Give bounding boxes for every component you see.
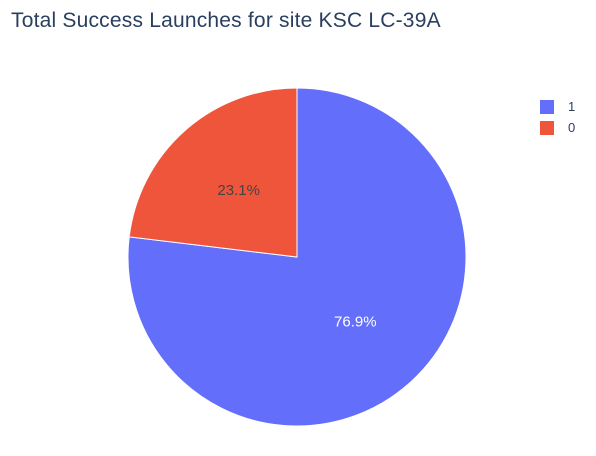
pie-slices (127, 87, 467, 427)
chart-title: Total Success Launches for site KSC LC-3… (11, 9, 441, 32)
legend-item-1[interactable]: 1 (540, 97, 575, 116)
legend-label-0: 0 (568, 120, 576, 135)
legend-swatch-0 (540, 120, 554, 135)
pie-slice-0[interactable] (128, 87, 298, 258)
pie-slice-label-1: 76.9% (334, 314, 377, 331)
pie-slice-label-0: 23.1% (217, 182, 260, 199)
legend-label-1: 1 (568, 99, 576, 114)
legend-swatch-1 (540, 99, 554, 114)
pie-slice-1[interactable] (127, 87, 467, 427)
pie-slice-labels: 76.9% 23.1% (217, 182, 376, 330)
legend-item-0[interactable]: 0 (540, 118, 575, 137)
legend: 1 0 (540, 97, 575, 139)
